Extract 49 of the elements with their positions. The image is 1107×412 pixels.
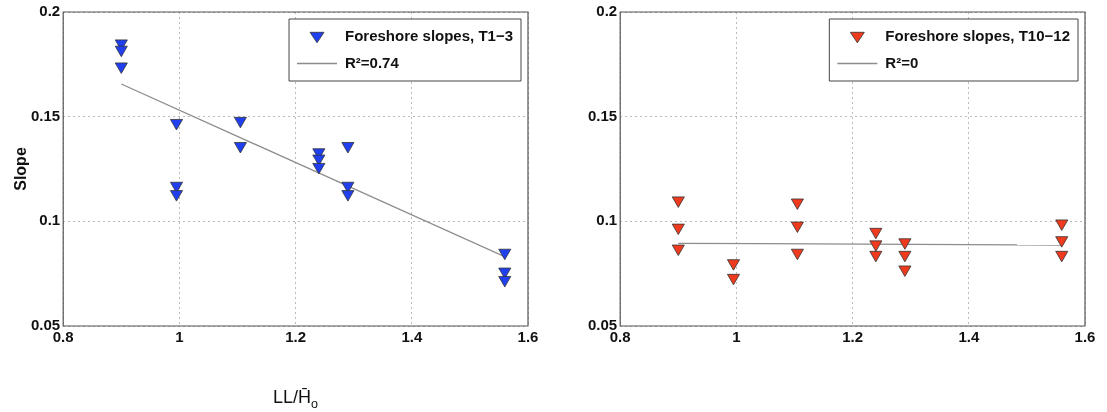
point xyxy=(671,223,685,236)
y-tick-label: 0.1 xyxy=(596,211,618,229)
point xyxy=(898,250,912,263)
y-tick-label: 0.15 xyxy=(587,106,618,124)
point xyxy=(233,142,247,154)
x-tick-label: 1.2 xyxy=(285,328,307,346)
point xyxy=(341,142,355,154)
point xyxy=(114,45,128,58)
x-tick-label: 1.6 xyxy=(1074,328,1096,346)
legend-label: Foreshore slopes, T10−12 xyxy=(885,26,1071,44)
x-tick-label: 1.4 xyxy=(958,328,980,346)
point xyxy=(869,240,883,252)
point xyxy=(114,62,128,74)
point xyxy=(790,198,804,210)
y-tick-label: 0.2 xyxy=(39,2,61,20)
point xyxy=(671,244,685,256)
point xyxy=(498,248,512,261)
point xyxy=(312,154,326,166)
point xyxy=(1055,250,1069,263)
x-tick-label: 1.4 xyxy=(401,328,423,346)
point xyxy=(170,119,183,131)
point xyxy=(498,276,512,288)
y-tick-label: 0.1 xyxy=(39,211,61,229)
legend-label: R²=0.74 xyxy=(345,53,400,71)
point xyxy=(170,190,183,202)
point xyxy=(1055,236,1069,248)
point xyxy=(671,196,685,208)
x-tick-label: 1 xyxy=(175,328,184,346)
point xyxy=(727,273,740,286)
point xyxy=(312,163,326,175)
point xyxy=(1055,219,1069,231)
point xyxy=(869,227,883,240)
point xyxy=(341,190,355,202)
x-tick-label: 1.2 xyxy=(842,328,864,346)
legend-label: Foreshore slopes, T1−3 xyxy=(345,26,513,44)
point xyxy=(727,259,740,271)
x-tick-label: 1 xyxy=(732,328,741,346)
x-tick-label: 1.6 xyxy=(517,328,539,346)
point xyxy=(790,221,804,233)
point xyxy=(790,248,804,261)
point xyxy=(898,238,912,250)
point xyxy=(869,250,883,263)
y-tick-label: 0.15 xyxy=(30,106,61,124)
point xyxy=(898,265,912,277)
y-axis-title: Slope xyxy=(12,147,30,191)
point xyxy=(233,116,247,129)
y-tick-label: 0.2 xyxy=(596,2,618,20)
point xyxy=(498,267,512,279)
legend-label: R²=0 xyxy=(885,53,919,71)
